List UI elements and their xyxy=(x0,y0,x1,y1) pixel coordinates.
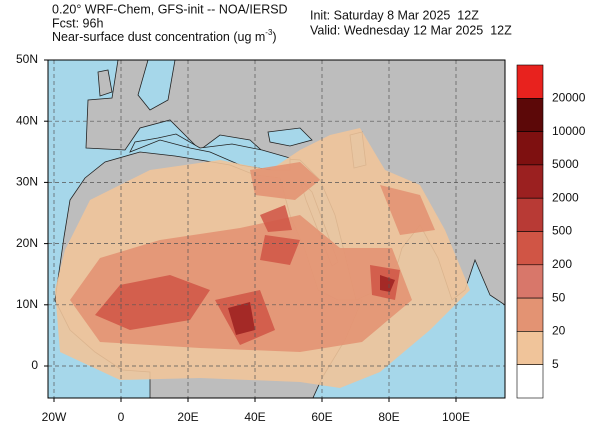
colorbar-label: 5000 xyxy=(552,157,579,171)
colorbar-box xyxy=(516,64,544,99)
graticule xyxy=(48,60,505,398)
lat-label: 30N xyxy=(16,175,38,189)
colorbar-label: 10000 xyxy=(552,124,586,138)
map-frame xyxy=(47,59,506,399)
colorbar-label: 50 xyxy=(552,290,566,304)
dust-heavy xyxy=(95,205,400,345)
lon-label: 80E xyxy=(378,410,399,424)
lat-label: 0 xyxy=(31,358,38,372)
land xyxy=(97,69,113,97)
lon-label: 60E xyxy=(311,410,332,424)
colorbar-label: 20 xyxy=(552,324,566,338)
colorbar-box xyxy=(516,231,544,266)
map-area xyxy=(48,60,505,398)
colorbar-label: 200 xyxy=(552,257,572,271)
lon-label: 0 xyxy=(118,410,125,424)
colorbar-label: 2000 xyxy=(552,190,579,204)
lon-label: 40E xyxy=(244,410,265,424)
lat-label: 20N xyxy=(16,236,38,250)
valid-time: Valid: Wednesday 12 Mar 2025 12Z xyxy=(310,23,512,37)
dust-very-heavy xyxy=(228,275,395,335)
colorbar-box xyxy=(516,364,544,399)
lat-label: 50N xyxy=(16,52,38,66)
field-exponent: -3 xyxy=(265,28,273,37)
model-title: 0.20° WRF-Chem, GFS-init -- NOA/IERSD xyxy=(52,2,288,16)
colorbar-box xyxy=(516,297,544,332)
lon-label: 100E xyxy=(442,410,470,424)
colorbar-box xyxy=(516,164,544,199)
init-time: Init: Saturday 8 Mar 2025 12Z xyxy=(310,8,479,22)
lon-label: 20E xyxy=(177,410,198,424)
colorbar-box xyxy=(516,264,544,299)
colorbar-box xyxy=(516,131,544,166)
field-text: Near-surface dust concentration (ug m xyxy=(52,30,265,44)
colorbar-box xyxy=(516,331,544,365)
field-close: ) xyxy=(272,30,276,44)
colorbar-label: 20000 xyxy=(552,90,586,104)
lat-label: 40N xyxy=(16,113,38,127)
colorbar-box xyxy=(516,98,544,132)
lon-label: 20W xyxy=(42,410,67,424)
colorbar-box xyxy=(516,197,544,232)
lat-label: 10N xyxy=(16,297,38,311)
colorbar-label: 5 xyxy=(552,357,559,371)
forecast-hour: Fcst: 96h xyxy=(52,16,103,30)
colorbar-label: 500 xyxy=(552,224,572,238)
field-title: Near-surface dust concentration (ug m-3) xyxy=(52,28,277,44)
